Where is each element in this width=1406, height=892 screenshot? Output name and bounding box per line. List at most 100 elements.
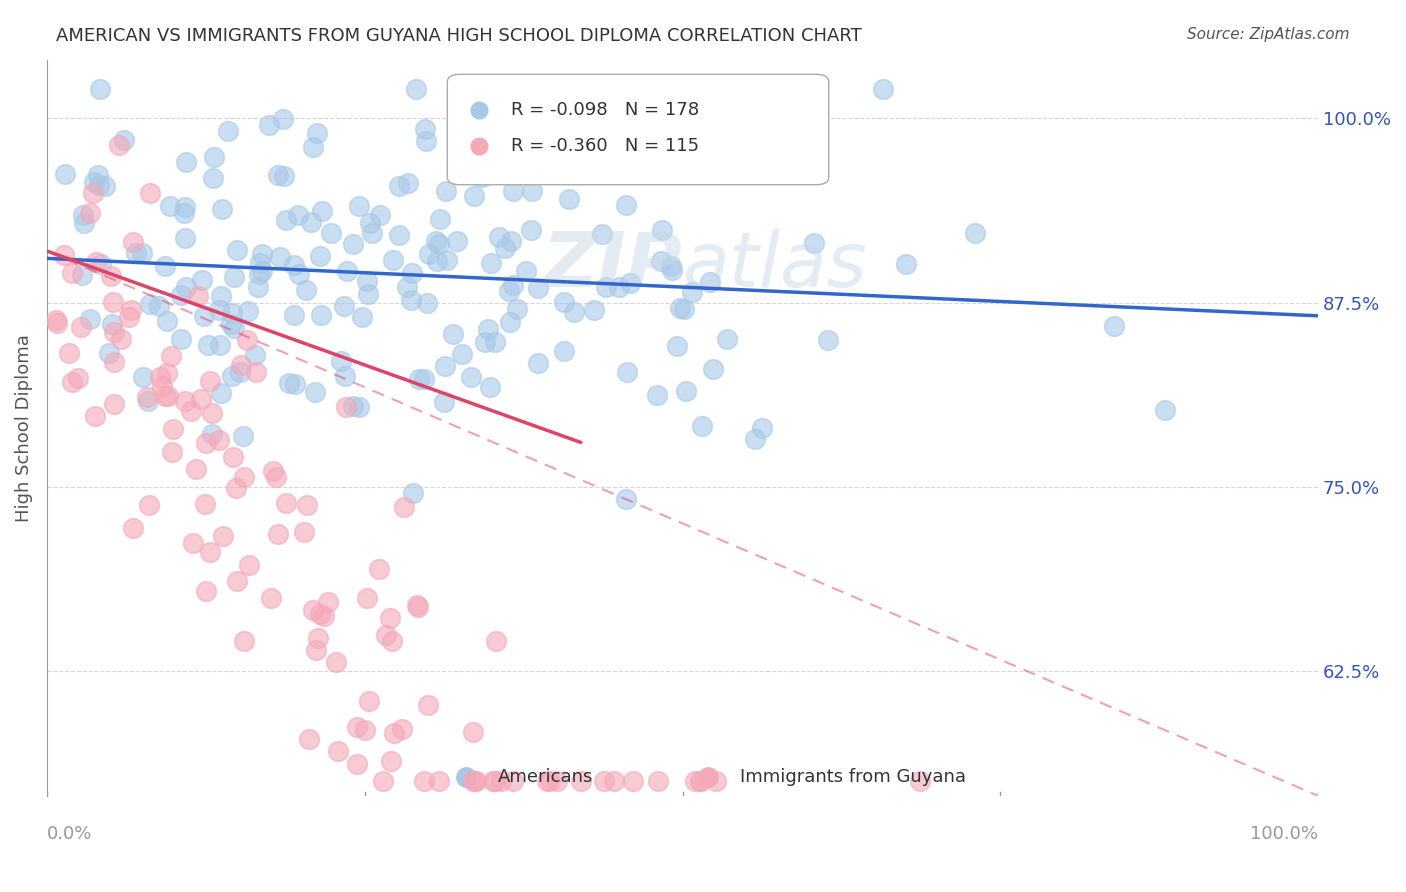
Point (170, 287, 193, 301)
Point (429, 212, 451, 227)
Point (250, 264, 273, 278)
Point (70, 319, 93, 334)
Point (283, 308, 305, 322)
Point (349, 199, 371, 213)
Point (208, 338, 231, 352)
Point (381, 252, 404, 267)
Point (569, 774, 592, 789)
Point (301, 139, 323, 153)
Point (699, 276, 721, 290)
Point (229, 358, 252, 372)
Point (201, 406, 224, 420)
Point (388, 178, 411, 193)
Point (305, 126, 328, 140)
Point (872, 82, 894, 96)
Point (148, 299, 170, 313)
Point (243, 348, 266, 362)
Point (89, 82, 111, 96)
Point (482, 774, 505, 789)
Point (405, 599, 427, 613)
Point (45, 313, 67, 327)
Point (418, 246, 440, 260)
Point (395, 280, 418, 294)
Point (538, 774, 561, 789)
Point (413, 121, 436, 136)
Point (544, 132, 567, 146)
Point (501, 234, 523, 248)
Point (195, 436, 218, 450)
Point (187, 289, 209, 303)
Point (607, 280, 630, 294)
Point (245, 365, 267, 379)
Point (326, 744, 349, 758)
Point (591, 227, 613, 241)
Point (427, 774, 450, 789)
Point (342, 399, 364, 413)
Point (405, 82, 427, 96)
Point (380, 754, 402, 768)
Point (247, 267, 270, 281)
Point (83, 175, 105, 189)
Point (751, 421, 773, 435)
Point (412, 774, 434, 789)
Point (174, 200, 197, 214)
Point (202, 150, 225, 164)
Point (425, 234, 447, 248)
Point (112, 133, 135, 147)
Point (520, 223, 543, 237)
Point (651, 223, 673, 237)
Point (173, 206, 195, 220)
Point (191, 273, 214, 287)
Point (249, 256, 271, 270)
Point (276, 213, 298, 227)
Point (221, 306, 243, 320)
Point (314, 608, 336, 623)
Point (477, 322, 499, 336)
Point (316, 595, 339, 609)
Point (271, 112, 294, 127)
Point (225, 481, 247, 495)
Point (283, 258, 305, 272)
Point (224, 321, 246, 335)
Point (208, 303, 231, 318)
Point (488, 230, 510, 244)
Point (236, 304, 259, 318)
Point (131, 245, 153, 260)
Point (434, 185, 457, 199)
Point (193, 309, 215, 323)
Point (298, 731, 321, 746)
Point (368, 208, 391, 222)
Point (965, 226, 987, 240)
Point (201, 426, 224, 441)
Point (139, 186, 162, 201)
Point (103, 397, 125, 411)
Point (650, 254, 672, 268)
Point (436, 253, 458, 268)
Point (1154, 403, 1177, 417)
Point (595, 280, 617, 294)
Point (357, 693, 380, 707)
Point (621, 774, 644, 789)
Point (645, 388, 668, 402)
Point (391, 723, 413, 737)
Point (689, 774, 711, 789)
Point (246, 279, 269, 293)
Text: Americans: Americans (498, 768, 593, 787)
Point (659, 259, 682, 273)
Point (309, 308, 332, 322)
Point (471, 170, 494, 185)
Y-axis label: High School Diploma: High School Diploma (15, 334, 32, 522)
Point (90, 257, 112, 271)
Point (273, 169, 295, 183)
Point (194, 584, 217, 599)
Point (190, 392, 212, 406)
Point (262, 464, 284, 478)
Point (176, 279, 198, 293)
Point (506, 301, 529, 316)
Point (666, 339, 689, 353)
Point (356, 591, 378, 605)
Point (45, 317, 67, 331)
Point (406, 600, 429, 615)
Point (333, 299, 356, 313)
Point (546, 774, 568, 789)
